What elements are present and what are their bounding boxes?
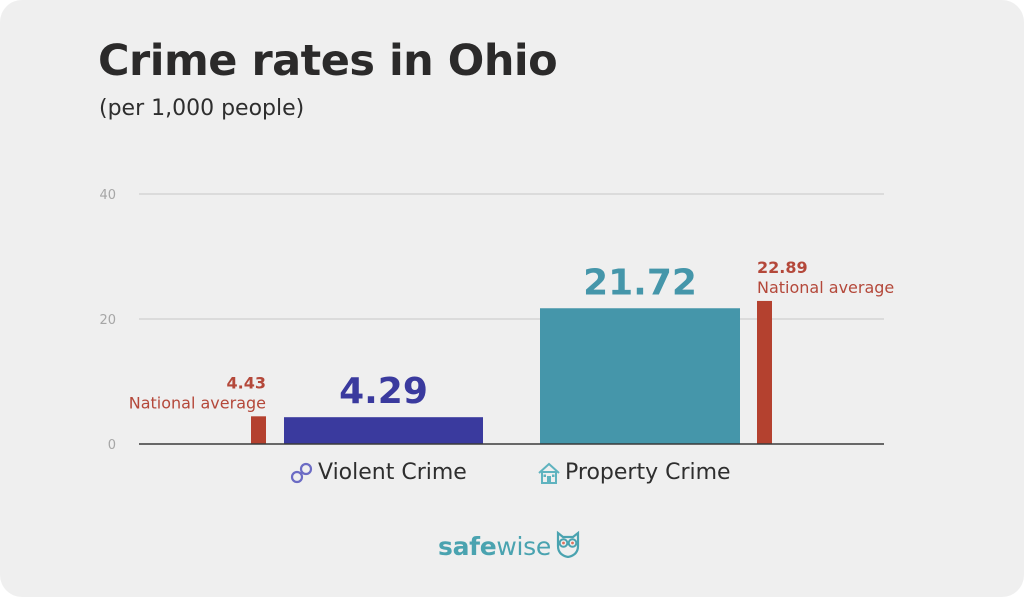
category-label-violent: Violent Crime xyxy=(290,462,467,484)
house-icon xyxy=(537,462,561,484)
logo-text: safewise xyxy=(438,531,551,561)
bar-national-property xyxy=(757,300,772,444)
safewise-logo: safewise xyxy=(438,530,581,562)
value-label-violent: 4.29 xyxy=(339,371,428,412)
y-tick-label-0: 0 xyxy=(108,438,116,453)
category-property-text: Property Crime xyxy=(565,460,731,485)
owl-icon xyxy=(555,530,581,562)
national-text-label-violent: National average xyxy=(129,393,266,412)
national-value-label-property: 22.89 xyxy=(757,258,808,277)
bars xyxy=(251,300,772,444)
national-text-label-property: National average xyxy=(757,278,894,297)
chart-title: Crime rates in Ohio xyxy=(98,36,558,86)
handcuffs-icon xyxy=(290,462,314,484)
y-tick-label-20: 20 xyxy=(99,313,116,328)
bar-ohio-violent xyxy=(284,417,483,444)
y-axis-ticks: 0 20 40 xyxy=(99,188,116,453)
bar-ohio-property xyxy=(540,308,740,444)
y-tick-label-40: 40 xyxy=(99,188,116,203)
chart-subtitle: (per 1,000 people) xyxy=(99,96,305,121)
gridlines xyxy=(139,193,884,320)
national-value-label-violent: 4.43 xyxy=(227,373,266,392)
category-violent-text: Violent Crime xyxy=(318,460,467,485)
value-label-property: 21.72 xyxy=(583,262,697,303)
bar-national-violent xyxy=(251,416,266,444)
category-label-property: Property Crime xyxy=(537,462,731,484)
